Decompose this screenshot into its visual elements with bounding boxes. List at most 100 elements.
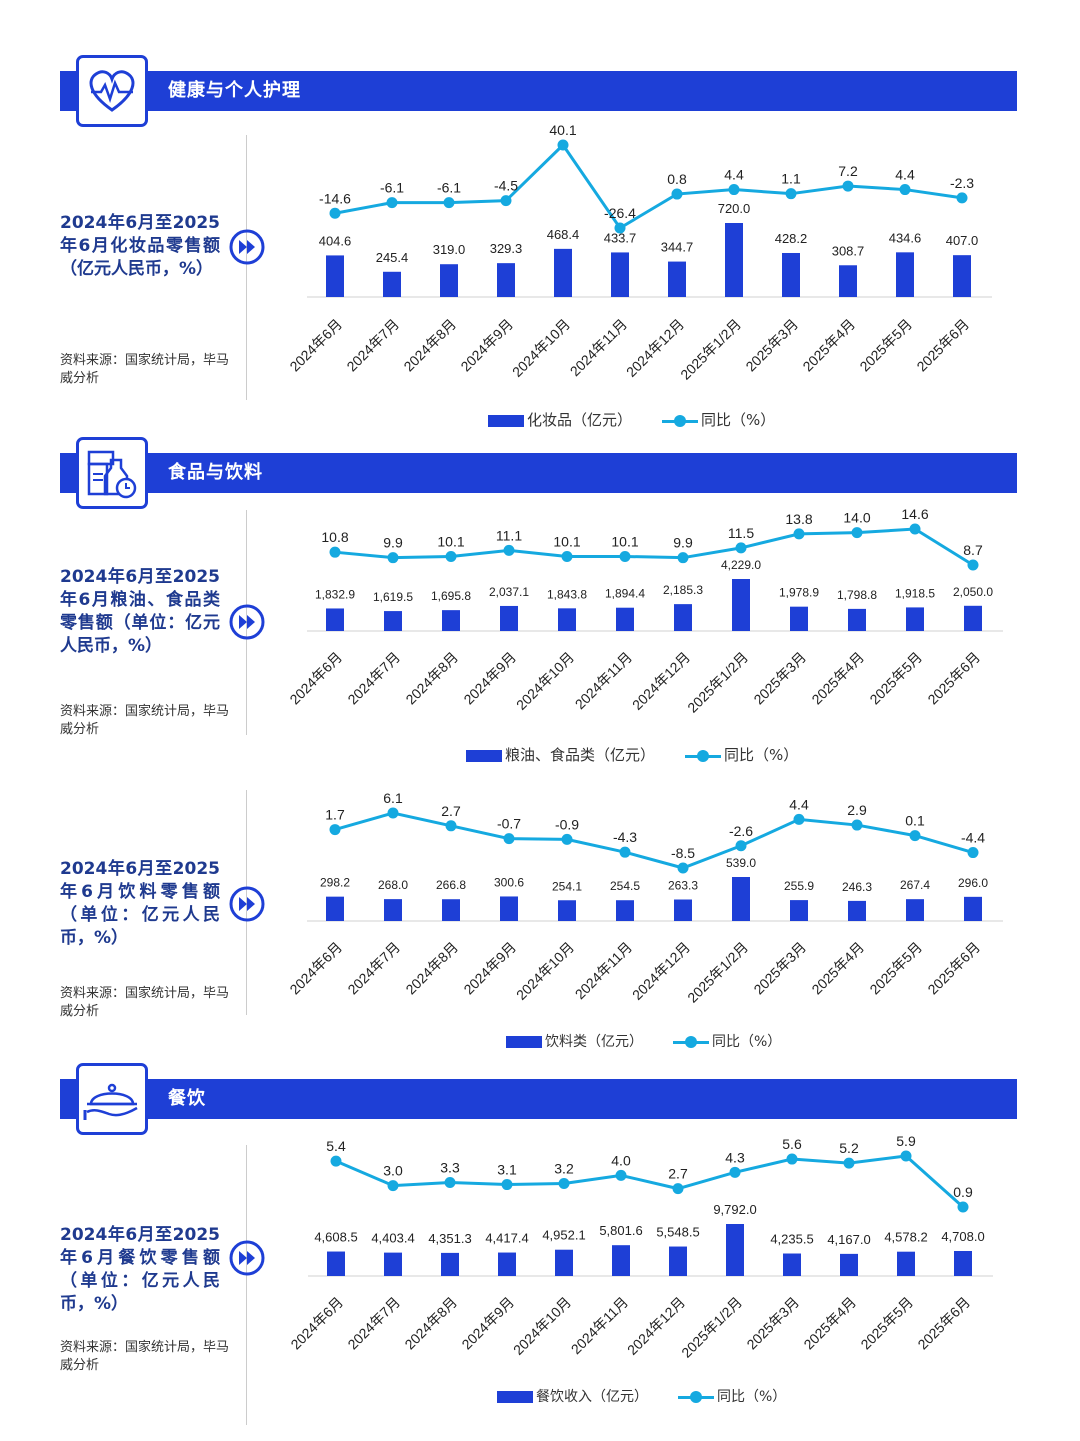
chart-description-catering: 2024年6月至2025年6月餐饮零售额（单位：亿元人民币，%）	[60, 1225, 220, 1314]
yoy-point	[899, 184, 911, 196]
bar-value-label: 4,403.4	[371, 1231, 414, 1246]
legend-bar-label: 粮油、食品类（亿元）	[505, 746, 656, 764]
yoy-point	[728, 184, 740, 196]
yoy-point	[785, 188, 797, 200]
legend-line-swatch	[685, 746, 722, 766]
x-tick-label: 2025年3月	[750, 939, 809, 998]
yoy-point	[387, 807, 399, 819]
x-tick-label: 2024年7月	[344, 649, 403, 708]
bar	[498, 1252, 516, 1276]
bar-value-label: 2,185.3	[663, 583, 703, 597]
yoy-value-label: -2.3	[950, 175, 974, 191]
yoy-point	[909, 830, 921, 842]
bar	[906, 899, 924, 921]
yoy-point	[386, 197, 398, 209]
bar-value-label: 266.8	[436, 878, 466, 892]
bar-value-label: 298.2	[320, 876, 350, 890]
yoy-value-label: 2.9	[847, 802, 867, 818]
bar	[964, 896, 982, 921]
bar	[668, 261, 686, 297]
yoy-value-label: 0.1	[905, 813, 925, 829]
yoy-point	[967, 847, 979, 859]
bar-value-label: 4,578.2	[884, 1230, 927, 1245]
x-tick-label: 2025年4月	[799, 316, 858, 375]
yoy-point	[672, 1183, 684, 1195]
bar	[384, 1252, 402, 1276]
yoy-value-label: -0.7	[497, 816, 521, 832]
chart-beverage: 298.2 268.0 266.8 300.6 254.1 254.5 263.3 539.0…	[286, 790, 1003, 1006]
yoy-point	[619, 846, 631, 858]
bar-value-label: 255.9	[784, 879, 814, 893]
yoy-point	[851, 527, 863, 539]
x-tick-label: 2024年11月	[572, 939, 635, 1002]
yoy-value-label: 5.2	[839, 1140, 859, 1156]
bar-value-label: 1,695.8	[431, 589, 471, 603]
yoy-value-label: 10.8	[321, 529, 348, 545]
bar-value-label: 2,050.0	[953, 585, 993, 599]
source-note-beverage: 资料来源：国家统计局，毕马威分析	[60, 986, 230, 1019]
bar	[442, 610, 460, 631]
bar	[897, 1251, 915, 1276]
x-tick-label: 2024年6月	[286, 649, 345, 708]
yoy-point	[387, 552, 399, 564]
forward-arrow-icon	[229, 229, 265, 265]
yoy-value-label: 3.3	[440, 1160, 460, 1176]
bar	[384, 611, 402, 631]
yoy-point	[445, 820, 457, 832]
yoy-point	[614, 222, 626, 234]
bar-value-label: 4,952.1	[542, 1228, 585, 1243]
bar-value-label: 428.2	[775, 231, 808, 246]
divider-line	[246, 790, 247, 1015]
forward-arrow-icon	[229, 1240, 265, 1276]
yoy-point	[671, 188, 683, 200]
legend-line-swatch	[662, 411, 699, 431]
bar-value-label: 300.6	[494, 875, 524, 889]
bar	[441, 1252, 459, 1276]
yoy-value-label: 0.9	[953, 1184, 973, 1200]
x-tick-label: 2025年3月	[743, 1294, 802, 1353]
x-tick-label: 2025年6月	[924, 649, 983, 708]
bar	[326, 896, 344, 921]
bar	[500, 605, 518, 631]
legend-line-label: 同比（%）	[717, 1389, 787, 1405]
yoy-value-label: 8.7	[963, 542, 983, 558]
bar-value-label: 329.3	[490, 241, 523, 256]
yoy-point	[557, 139, 569, 151]
bar-value-label: 4,351.3	[428, 1231, 471, 1246]
x-tick-label: 2024年8月	[402, 649, 461, 708]
bar	[669, 1246, 687, 1276]
source-note-catering: 资料来源：国家统计局，毕马威分析	[60, 1340, 230, 1373]
divider-line	[246, 135, 247, 400]
bar	[384, 899, 402, 921]
x-tick-label: 2024年10月	[509, 316, 573, 380]
yoy-value-label: 14.0	[843, 510, 870, 526]
bar	[848, 608, 866, 631]
x-tick-label: 2025年6月	[914, 1294, 973, 1353]
yoy-value-label: -0.9	[555, 816, 579, 832]
bar-value-label: 1,798.8	[837, 588, 877, 602]
source-note-cosmetics: 资料来源：国家统计局，毕马威分析	[60, 353, 230, 386]
bar	[554, 248, 572, 297]
yoy-point	[619, 550, 631, 562]
yoy-value-label: -4.3	[613, 829, 637, 845]
bar	[326, 255, 344, 297]
x-tick-label: 2024年6月	[287, 1294, 346, 1353]
x-tick-label: 2024年7月	[344, 1294, 403, 1353]
x-tick-label: 2025年4月	[808, 649, 867, 708]
bar	[616, 607, 634, 631]
bar-value-label: 4,608.5	[314, 1230, 357, 1245]
bar-value-label: 5,801.6	[599, 1223, 642, 1238]
legend-bar-label: 化妆品（亿元）	[527, 411, 633, 429]
bar	[497, 263, 515, 297]
bar-value-label: 254.5	[610, 879, 640, 893]
x-tick-label: 2025年4月	[800, 1294, 859, 1353]
yoy-point	[842, 180, 854, 192]
bar-value-label: 268.0	[378, 878, 408, 892]
x-tick-label: 2025年1/2月	[684, 649, 751, 716]
chart-grain: 1,832.9 1,619.5 1,695.8 2,037.1 1,843.8 1,894…	[286, 506, 1003, 716]
legend-bar-swatch	[497, 1391, 533, 1403]
yoy-value-label: 5.9	[896, 1133, 916, 1149]
bar-value-label: 308.7	[832, 243, 865, 258]
legend-line-label: 同比（%）	[724, 746, 799, 764]
chart-cosmetics: 404.6 245.4 319.0 329.3 468.4 433.7 344.7 720.0…	[286, 122, 992, 383]
